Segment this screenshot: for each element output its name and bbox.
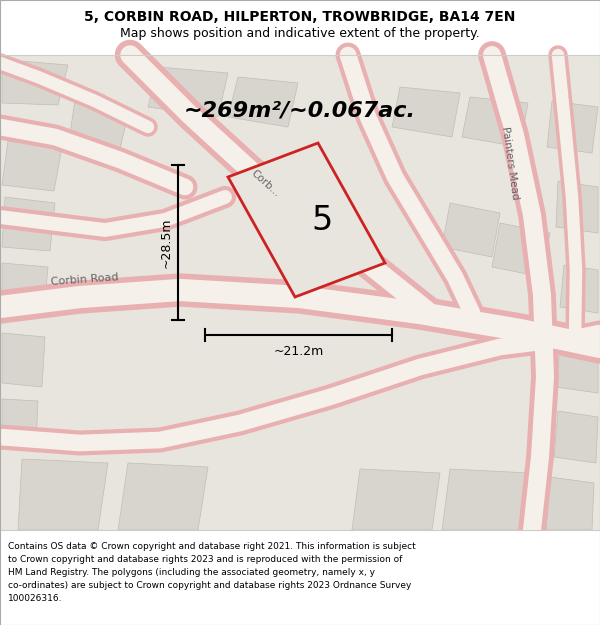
Text: HM Land Registry. The polygons (including the associated geometry, namely x, y: HM Land Registry. The polygons (includin… <box>8 568 375 577</box>
Polygon shape <box>2 197 55 251</box>
Polygon shape <box>492 223 550 277</box>
Text: 5, CORBIN ROAD, HILPERTON, TROWBRIDGE, BA14 7EN: 5, CORBIN ROAD, HILPERTON, TROWBRIDGE, B… <box>85 10 515 24</box>
Polygon shape <box>352 469 440 530</box>
Polygon shape <box>118 463 208 530</box>
Text: Corb...: Corb... <box>248 168 281 198</box>
Polygon shape <box>228 143 385 297</box>
Polygon shape <box>556 345 598 393</box>
Text: ~21.2m: ~21.2m <box>274 345 323 358</box>
Text: 5: 5 <box>311 204 332 236</box>
Text: Painters Mead: Painters Mead <box>500 126 520 200</box>
Text: to Crown copyright and database rights 2023 and is reproduced with the permissio: to Crown copyright and database rights 2… <box>8 555 403 564</box>
Polygon shape <box>547 101 598 153</box>
Text: Corbin Road: Corbin Road <box>51 272 119 288</box>
Bar <box>0 530 600 625</box>
Polygon shape <box>560 265 598 313</box>
Polygon shape <box>2 60 68 105</box>
Polygon shape <box>2 141 62 191</box>
Bar <box>0 0 600 55</box>
Bar <box>0 55 600 530</box>
Polygon shape <box>442 203 500 257</box>
Polygon shape <box>442 469 530 530</box>
Text: Map shows position and indicative extent of the property.: Map shows position and indicative extent… <box>120 28 480 41</box>
Polygon shape <box>18 459 108 530</box>
Polygon shape <box>546 477 594 530</box>
Polygon shape <box>556 181 598 233</box>
Polygon shape <box>554 411 598 463</box>
Text: Contains OS data © Crown copyright and database right 2021. This information is : Contains OS data © Crown copyright and d… <box>8 542 416 551</box>
Polygon shape <box>148 67 228 117</box>
Text: ~28.5m: ~28.5m <box>160 217 173 268</box>
Polygon shape <box>68 100 128 157</box>
Polygon shape <box>2 399 38 445</box>
Polygon shape <box>228 77 298 127</box>
Text: co-ordinates) are subject to Crown copyright and database rights 2023 Ordnance S: co-ordinates) are subject to Crown copyr… <box>8 581 412 590</box>
Polygon shape <box>462 97 528 147</box>
Text: 100026316.: 100026316. <box>8 594 62 603</box>
Polygon shape <box>392 87 460 137</box>
Polygon shape <box>2 263 48 311</box>
Text: ~269m²/~0.067ac.: ~269m²/~0.067ac. <box>184 100 416 120</box>
Polygon shape <box>2 333 45 387</box>
